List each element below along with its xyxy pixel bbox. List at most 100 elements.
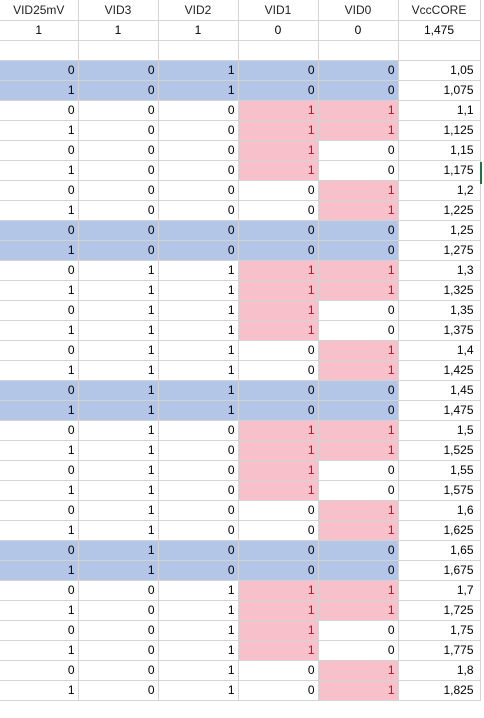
cell-vid2[interactable]: 1 [158,60,239,81]
cell-vid1[interactable]: 1 [238,620,319,641]
cell-vid0[interactable]: 0 [318,160,399,181]
cell-vid1[interactable]: 1 [238,100,319,121]
cell-vid2[interactable]: 1 [158,660,239,681]
cell-vid0[interactable]: 0 [318,480,399,501]
cell-vid25mv[interactable]: 1 [0,560,79,581]
cell-vid3[interactable]: 0 [78,80,159,101]
cell-vid1[interactable]: 1 [238,440,319,461]
cell-vid25mv[interactable]: 0 [0,580,79,601]
cell-vcccore[interactable]: 1,475 [398,400,481,421]
cell-vid0[interactable]: 1 [318,680,399,701]
cell-vid0[interactable]: 0 [318,220,399,241]
summary-cell-vcccore[interactable]: 1,475 [398,20,481,41]
cell-vid25mv[interactable]: 0 [0,660,79,681]
cell-vid2[interactable]: 1 [158,300,239,321]
cell-vid0[interactable]: 1 [318,440,399,461]
cell-vid1[interactable]: 0 [238,60,319,81]
cell-vcccore[interactable]: 1,3 [398,260,481,281]
cell-vid25mv[interactable]: 0 [0,60,79,81]
cell-vid0[interactable]: 0 [318,380,399,401]
cell-vid3[interactable]: 0 [78,160,159,181]
cell-vid0[interactable]: 0 [318,640,399,661]
cell-vid2[interactable]: 1 [158,680,239,701]
cell-vid1[interactable]: 0 [238,180,319,201]
cell-vid0[interactable]: 1 [318,180,399,201]
cell-vid2[interactable]: 0 [158,500,239,521]
cell-vid0[interactable]: 0 [318,400,399,421]
cell-vid3[interactable]: 1 [78,320,159,341]
cell-vid2[interactable]: 0 [158,460,239,481]
cell-vid25mv[interactable]: 1 [0,480,79,501]
cell-vid3[interactable]: 1 [78,280,159,301]
blank-cell[interactable] [0,40,79,61]
cell-vid3[interactable]: 1 [78,440,159,461]
cell-vid25mv[interactable]: 1 [0,200,79,221]
cell-vid3[interactable]: 0 [78,240,159,261]
cell-vid1[interactable]: 1 [238,160,319,181]
cell-vid2[interactable]: 0 [158,440,239,461]
cell-vcccore[interactable]: 1,05 [398,60,481,81]
cell-vid25mv[interactable]: 0 [0,140,79,161]
summary-cell-vid0[interactable]: 0 [318,20,399,41]
header-cell-vid25mv[interactable]: VID25mV [0,0,79,21]
cell-vcccore[interactable]: 1,725 [398,600,481,621]
cell-vid1[interactable]: 0 [238,560,319,581]
cell-vid1[interactable]: 0 [238,80,319,101]
cell-vcccore[interactable]: 1,35 [398,300,481,321]
cell-vid3[interactable]: 0 [78,680,159,701]
cell-vid0[interactable]: 1 [318,360,399,381]
cell-vid25mv[interactable]: 1 [0,360,79,381]
cell-vid0[interactable]: 0 [318,80,399,101]
cell-vid0[interactable]: 1 [318,420,399,441]
cell-vid0[interactable]: 0 [318,140,399,161]
cell-vid1[interactable]: 0 [238,380,319,401]
cell-vid0[interactable]: 1 [318,340,399,361]
cell-vid3[interactable]: 1 [78,340,159,361]
cell-vcccore[interactable]: 1,825 [398,680,481,701]
cell-vid2[interactable]: 1 [158,580,239,601]
cell-vid0[interactable]: 1 [318,280,399,301]
cell-vid1[interactable]: 1 [238,280,319,301]
blank-cell[interactable] [158,40,239,61]
cell-vid3[interactable]: 1 [78,380,159,401]
cell-vid3[interactable]: 1 [78,400,159,421]
cell-vid25mv[interactable]: 0 [0,420,79,441]
cell-vid25mv[interactable]: 0 [0,620,79,641]
cell-vcccore[interactable]: 1,75 [398,620,481,641]
cell-vcccore[interactable]: 1,25 [398,220,481,241]
cell-vid1[interactable]: 0 [238,540,319,561]
header-cell-vcccore[interactable]: VccCORE [398,0,481,21]
cell-vcccore[interactable]: 1,45 [398,380,481,401]
cell-vid25mv[interactable]: 0 [0,340,79,361]
cell-vid3[interactable]: 1 [78,260,159,281]
cell-vid1[interactable]: 0 [238,360,319,381]
cell-vcccore[interactable]: 1,625 [398,520,481,541]
summary-cell-vid3[interactable]: 1 [78,20,159,41]
cell-vid0[interactable]: 0 [318,60,399,81]
blank-cell[interactable] [238,40,319,61]
cell-vcccore[interactable]: 1,775 [398,640,481,661]
cell-vid25mv[interactable]: 1 [0,320,79,341]
cell-vcccore[interactable]: 1,425 [398,360,481,381]
cell-vid25mv[interactable]: 1 [0,640,79,661]
cell-vid25mv[interactable]: 1 [0,600,79,621]
cell-vcccore[interactable]: 1,2 [398,180,481,201]
cell-vid1[interactable]: 1 [238,640,319,661]
cell-vid25mv[interactable]: 0 [0,180,79,201]
cell-vcccore[interactable]: 1,8 [398,660,481,681]
cell-vid1[interactable]: 1 [238,260,319,281]
cell-vid2[interactable]: 0 [158,220,239,241]
cell-vid1[interactable]: 1 [238,460,319,481]
cell-vid0[interactable]: 1 [318,500,399,521]
cell-vcccore[interactable]: 1,55 [398,460,481,481]
summary-cell-vid25mv[interactable]: 1 [0,20,79,41]
cell-vid2[interactable]: 1 [158,80,239,101]
cell-vid25mv[interactable]: 0 [0,460,79,481]
cell-vcccore[interactable]: 1,325 [398,280,481,301]
cell-vid0[interactable]: 0 [318,300,399,321]
cell-vcccore[interactable]: 1,15 [398,140,481,161]
cell-vcccore[interactable]: 1,5 [398,420,481,441]
cell-vid0[interactable]: 0 [318,540,399,561]
cell-vid3[interactable]: 1 [78,560,159,581]
cell-vid25mv[interactable]: 1 [0,680,79,701]
